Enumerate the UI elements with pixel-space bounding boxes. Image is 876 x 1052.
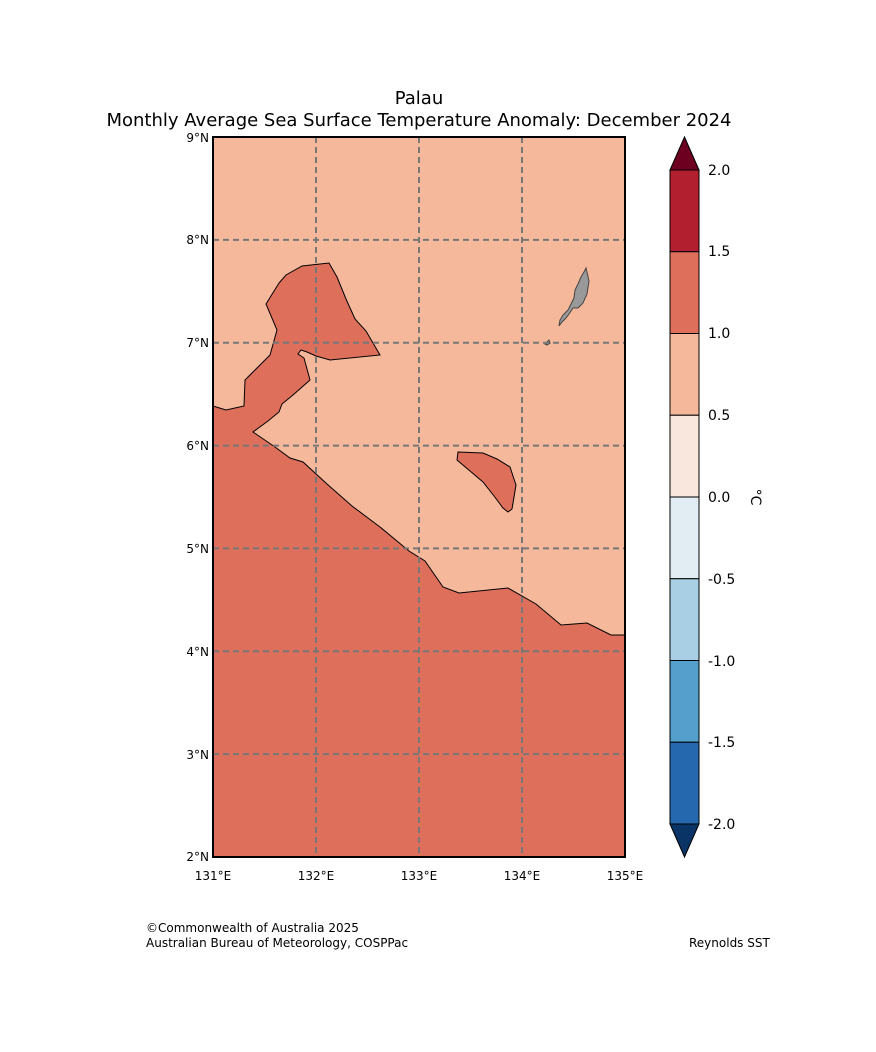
colorbar-tick-labels: 2.0 1.5 1.0 0.5 0.0 -0.5 -1.0 -1.5 -2.0 [708, 163, 735, 833]
colorbar-tick-label: 1.0 [708, 326, 730, 342]
colorbar-band [669, 578, 700, 661]
lat-tick-label: 8°N [186, 233, 209, 247]
colorbar-unit-label: °C [747, 489, 763, 506]
map-panel [212, 136, 626, 858]
colorbar-band [669, 660, 700, 743]
colorbar-band [669, 414, 700, 498]
lat-tick-labels: 9°N 8°N 7°N 6°N 5°N 4°N 3°N 2°N [186, 131, 209, 864]
colorbar-band [669, 251, 700, 334]
map-gridlines [213, 137, 625, 857]
lon-tick-label: 134°E [504, 869, 541, 883]
lat-tick-label: 4°N [186, 645, 209, 659]
lon-tick-labels: 131°E 132°E 133°E 134°E 135°E [195, 869, 644, 883]
source-text: Australian Bureau of Meteorology, COSPPa… [146, 936, 409, 950]
lon-tick-label: 131°E [195, 869, 232, 883]
colorbar-bands [669, 169, 700, 825]
copyright-text: ©Commonwealth of Australia 2025 [146, 921, 359, 935]
colorbar-tick-label: -0.5 [708, 572, 735, 588]
lon-tick-label: 135°E [607, 869, 644, 883]
colorbar: 2.0 1.5 1.0 0.5 0.0 -0.5 -1.0 -1.5 -2.0 … [669, 135, 763, 859]
footer-credits: ©Commonwealth of Australia 2025 Australi… [146, 921, 408, 951]
colorbar-tick-label: -2.0 [708, 817, 735, 833]
colorbar-tick-label: 0.0 [708, 490, 730, 506]
colorbar-tick-label: 0.5 [708, 408, 730, 424]
lat-tick-label: 6°N [186, 439, 209, 453]
colorbar-band [669, 333, 700, 416]
lon-tick-label: 132°E [298, 869, 335, 883]
map-title: Palau [394, 88, 444, 109]
colorbar-tick-label: 1.5 [708, 244, 730, 260]
colorbar-tick-label: -1.5 [708, 735, 735, 751]
lat-tick-label: 7°N [186, 336, 209, 350]
colorbar-band [669, 169, 700, 253]
colorbar-band [669, 741, 700, 825]
map-subtitle: Monthly Average Sea Surface Temperature … [106, 110, 732, 131]
colorbar-over-arrow [669, 135, 700, 171]
map-frame [212, 136, 626, 858]
lat-tick-label: 2°N [186, 850, 209, 864]
dataset-text: Reynolds SST [689, 936, 770, 950]
anomaly-field-1-0-1-5-island [456, 451, 517, 513]
lon-tick-label: 133°E [401, 869, 438, 883]
colorbar-under-arrow [669, 823, 700, 859]
lat-tick-label: 5°N [186, 542, 209, 556]
colorbar-tick-label: -1.0 [708, 654, 735, 670]
lat-tick-label: 9°N [186, 131, 209, 145]
colorbar-frame [669, 169, 700, 825]
lat-tick-label: 3°N [186, 748, 209, 762]
colorbar-tick-label: 2.0 [708, 163, 730, 179]
colorbar-band [669, 496, 700, 580]
